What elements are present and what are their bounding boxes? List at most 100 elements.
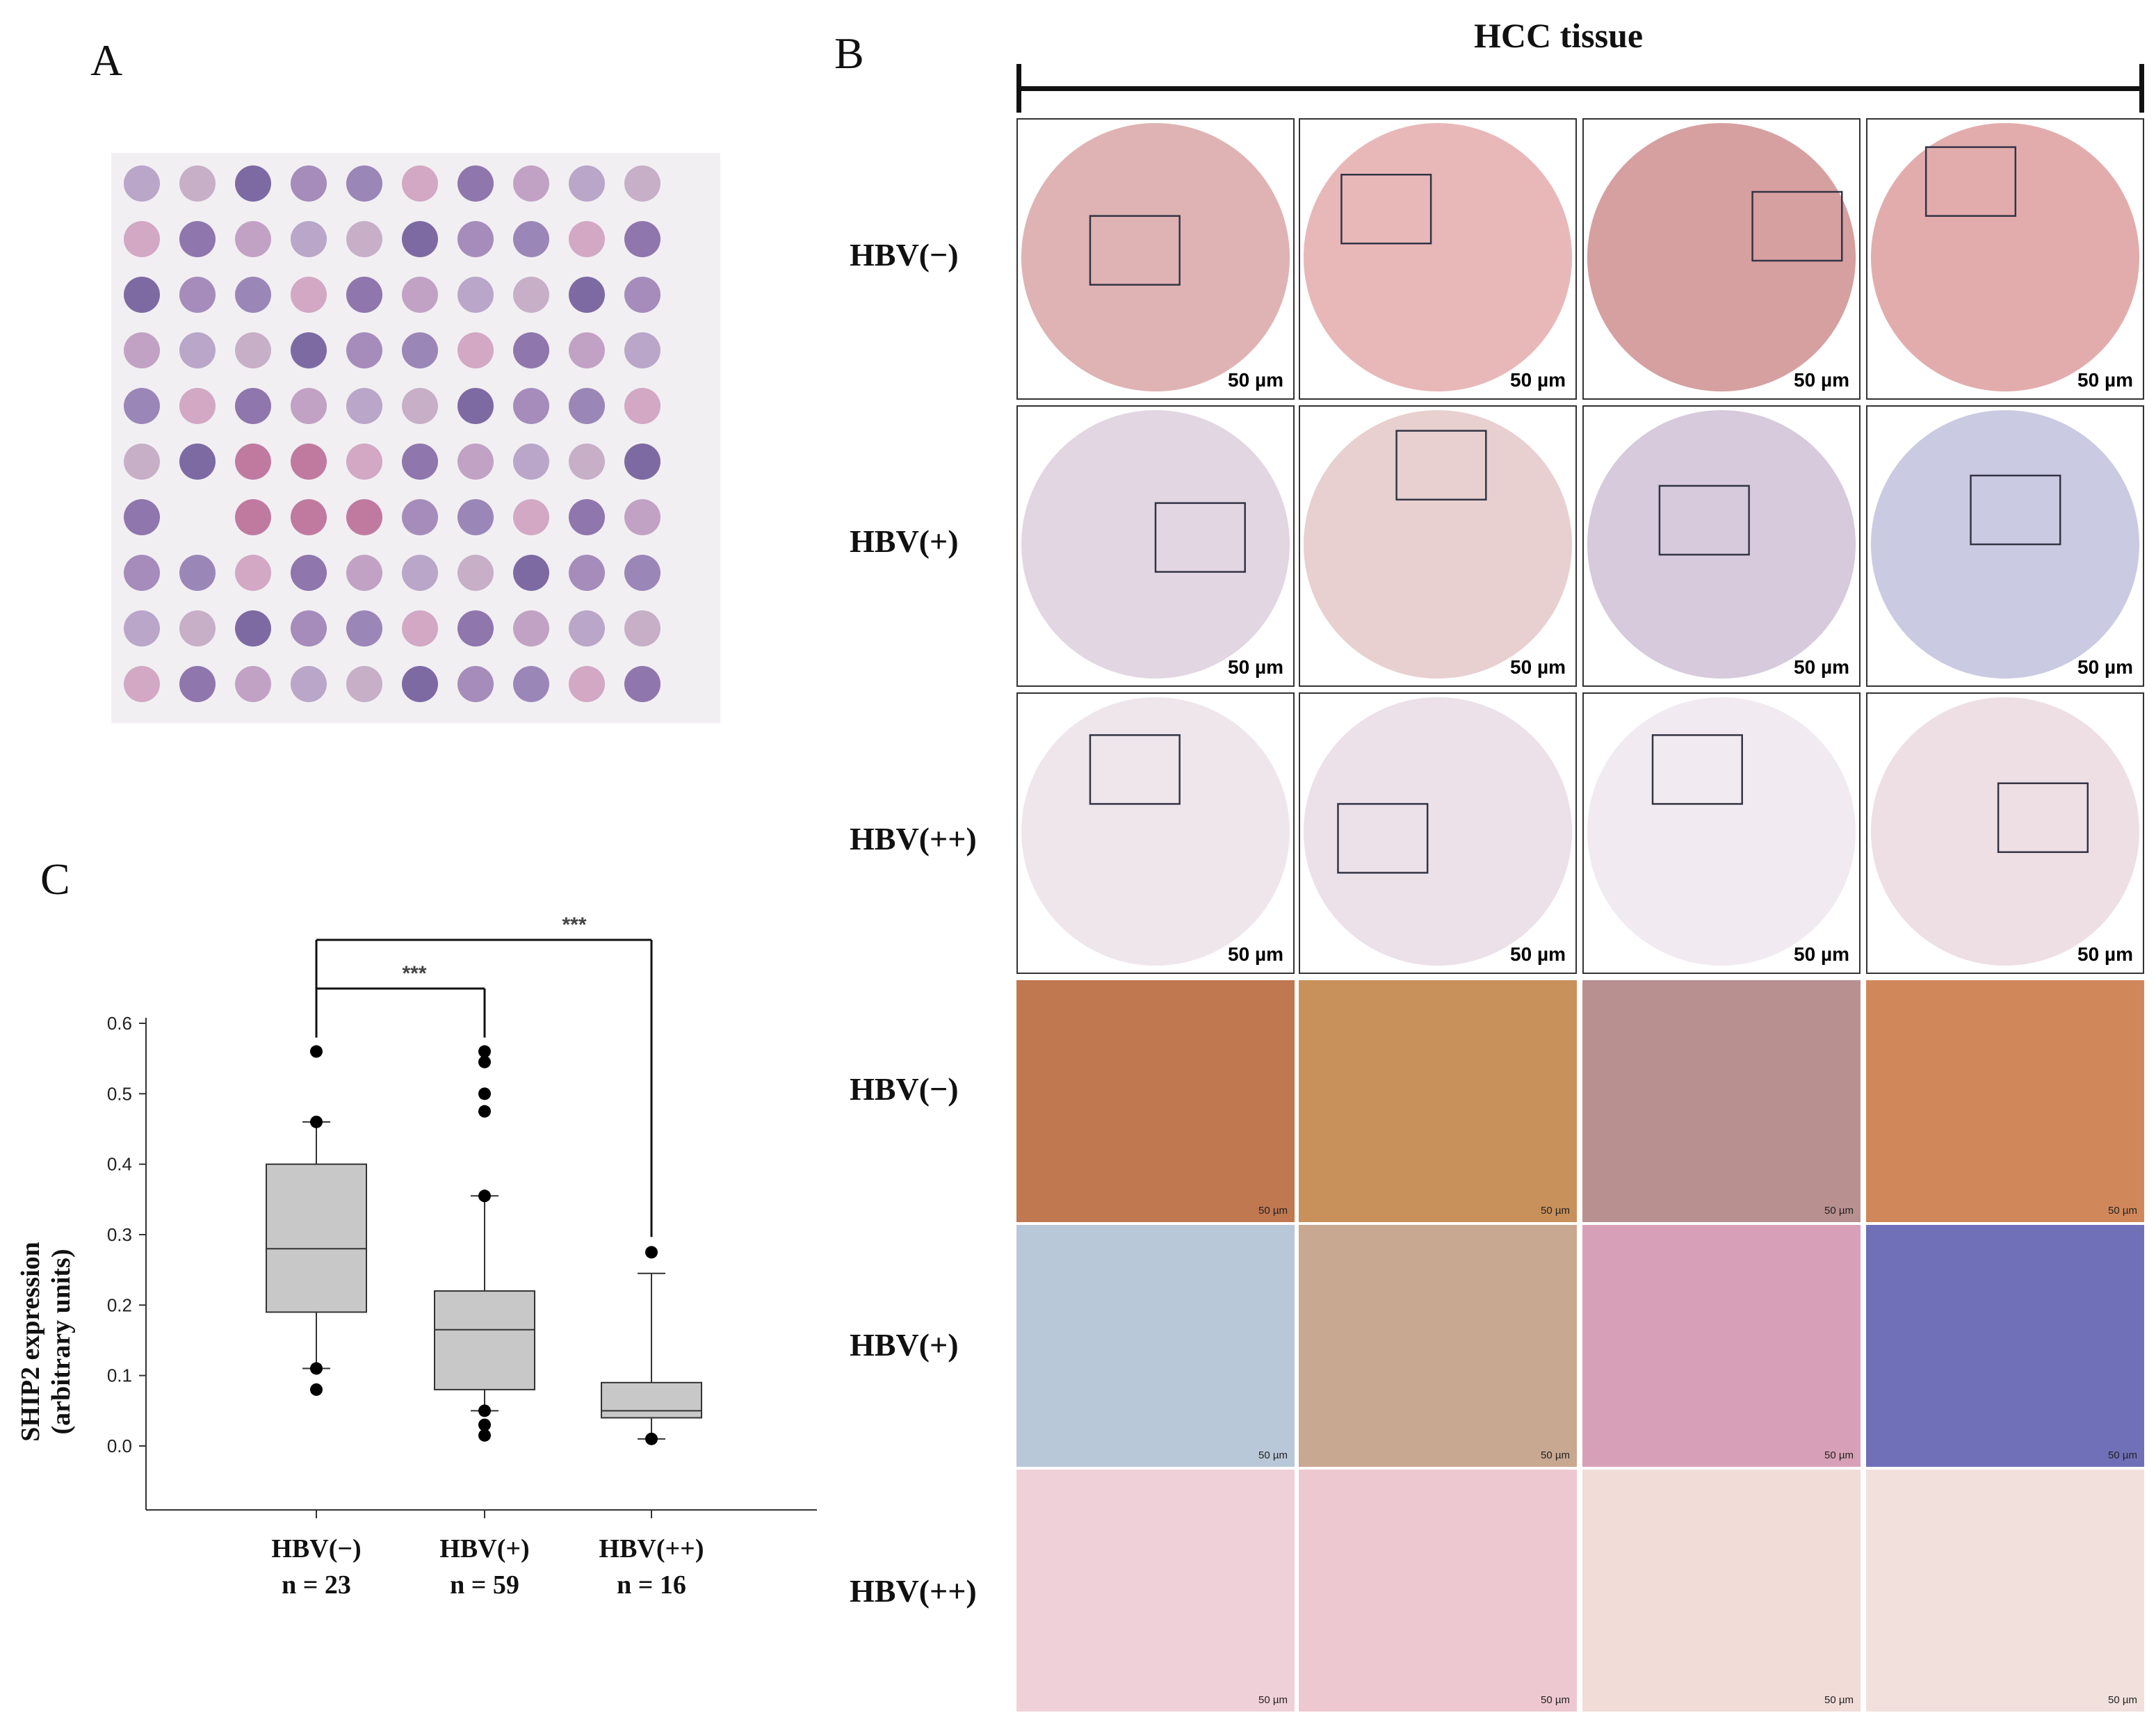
tissue-core [624,388,660,424]
tissue-core [291,666,327,702]
tissue-core-section [1587,409,1856,679]
zoom-region-box [1089,215,1181,286]
scale-bar-label: 50 µm [1824,1449,1854,1461]
outlier-point [478,1189,491,1203]
tissue-core [124,555,160,591]
tissue-core [179,165,216,202]
significance-label: *** [402,962,426,985]
tissue-core [457,444,494,480]
tissue-core [513,165,549,202]
tissue-core [346,555,382,591]
x-category-label: HBV(−) [271,1534,361,1563]
tissue-core [457,277,494,313]
y-tick-label: 0.3 [107,1224,132,1245]
tissue-core [291,388,327,424]
tissue-core [235,277,271,313]
tissue-core [457,666,494,702]
tissue-core [235,332,271,368]
tissue-cores-grid [124,165,660,702]
iqr-box [601,1381,702,1419]
ihc-high-mag-tile: 50 µm [1582,1225,1861,1467]
tissue-core [291,444,327,480]
tissue-core [402,666,438,702]
y-tick-label: 0.1 [107,1365,132,1386]
y-tick-label: 0.5 [107,1083,132,1104]
hcc-bracket-line [1016,86,2144,91]
outlier-point [310,1115,323,1128]
outlier-point [478,1055,491,1068]
scale-bar-label: 50 µm [2108,1694,2137,1706]
tissue-core [402,332,438,368]
tissue-core [457,332,494,368]
ihc-high-mag-tile: 50 µm [1866,1225,2144,1467]
hcc-bracket-left-tick [1016,64,1021,113]
outlier-point [645,1432,658,1445]
x-category-n-label: n = 59 [450,1570,519,1600]
tissue-core [235,388,271,424]
tissue-core [235,444,271,480]
scale-bar-label: 50 µm [1541,1205,1570,1217]
tissue-core [402,610,438,647]
scale-bar-label: 50 µm [1258,1449,1288,1461]
tissue-core [513,444,549,480]
y-axis-label-line1: SHIP2 expression [16,1242,45,1442]
tissue-core [179,444,216,480]
tissue-core-section [1021,122,1290,392]
tissue-core [624,610,660,647]
y-tick-label: 0.2 [107,1294,132,1315]
tissue-core [624,444,660,480]
tissue-core [124,444,160,480]
tissue-core-section [1587,697,1856,966]
ihc-high-mag-tile: 50 µm [1582,980,1861,1222]
ship2-boxplot: SHIP2 expression (arbitrary units) 0.0 0.… [0,890,834,1641]
scale-bar-label: 50 µm [1510,656,1566,678]
tissue-core [124,165,160,202]
tissue-core-section [1303,409,1573,679]
y-tick-label: 0.4 [107,1154,132,1175]
tissue-core [179,610,216,647]
scale-bar-label: 50 µm [1541,1449,1570,1461]
tissue-core [124,332,160,368]
outlier-point [310,1045,323,1058]
tissue-core [235,666,271,702]
scale-bar-label: 50 µm [1794,656,1849,678]
tissue-core [124,610,160,647]
zoom-region-box [1337,803,1429,874]
tissue-core [457,499,494,535]
tissue-core [569,444,605,480]
iqr-box [266,1163,367,1313]
ihc-high-mag-tile: 50 µm [1299,1225,1577,1467]
tissue-core [179,277,216,313]
tissue-core [513,610,549,647]
tissue-core [346,221,382,257]
tissue-core-section [1870,697,2140,966]
y-tick-label: 0.6 [107,1013,132,1034]
scale-bar-label: 50 µm [1541,1694,1570,1706]
tissue-core [457,221,494,257]
scale-bar-label: 50 µm [1510,943,1566,965]
tissue-core [513,555,549,591]
hcc-bracket-right-tick [2139,64,2144,113]
tissue-core [124,277,160,313]
tissue-core [291,499,327,535]
tissue-core [624,221,660,257]
zoom-region-box [1924,146,2017,217]
panel-b-label: B [834,29,864,78]
ihc-high-mag-tile: 50 µm [1866,980,2144,1222]
tissue-core [402,499,438,535]
zoom-region-box [1651,734,1743,805]
x-category-n-label: n = 16 [617,1570,686,1600]
zoom-region-box [1089,734,1181,805]
tissue-core [124,666,160,702]
tissue-core [569,499,605,535]
tissue-core [513,332,549,368]
tissue-core [402,277,438,313]
tissue-core [624,332,660,368]
tissue-core-section [1303,122,1573,392]
iqr-box [434,1290,535,1390]
tissue-core [235,165,271,202]
tissue-core [291,555,327,591]
tissue-core [291,221,327,257]
tissue-core [569,277,605,313]
y-tick-label: 0.0 [107,1436,132,1456]
